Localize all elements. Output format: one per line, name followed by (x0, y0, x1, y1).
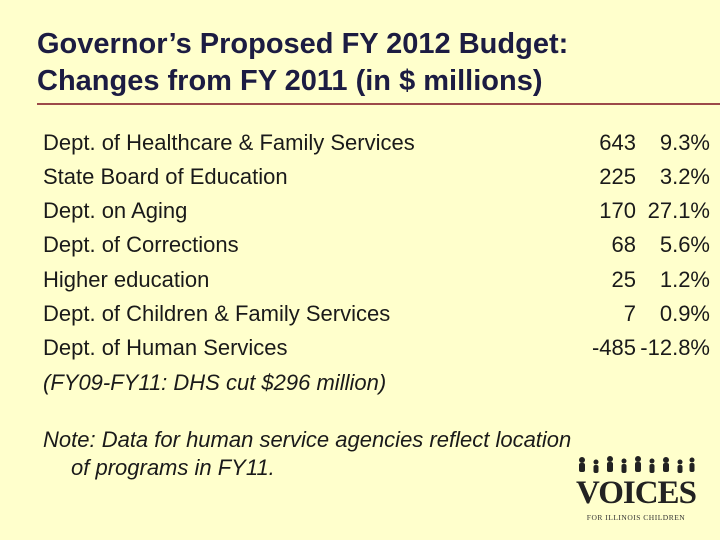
footnote-text: (FY09-FY11: DHS cut $296 million) (43, 370, 387, 395)
change-percent: 27.1% (647, 198, 710, 223)
change-percent: 1.2% (659, 267, 710, 292)
note-line-2: of programs in FY11. (71, 455, 275, 480)
change-amount: 7 (623, 301, 636, 326)
change-amount: 25 (611, 267, 636, 292)
change-percent: 9.3% (659, 130, 710, 155)
title-divider (37, 103, 720, 105)
title-line-2: Changes from FY 2011 (in $ millions) (37, 65, 543, 97)
change-amount: 643 (599, 130, 636, 155)
change-percent: -12.8% (640, 335, 710, 360)
note-line-1: Note: Data for human service agencies re… (43, 427, 572, 452)
change-amount: 68 (611, 232, 636, 257)
title-line-1: Governor’s Proposed FY 2012 Budget: (37, 28, 569, 60)
department-name: Dept. of Children & Family Services (43, 301, 391, 326)
table-row: Dept. on Aging 170 27.1% (43, 194, 713, 228)
voices-logo: VOICES FOR ILLINOIS CHILDREN (572, 455, 700, 527)
department-name: Dept. on Aging (43, 198, 188, 223)
change-amount: 225 (599, 164, 636, 189)
department-name: Dept. of Corrections (43, 232, 239, 257)
department-name: Higher education (43, 267, 210, 292)
department-name: Dept. of Human Services (43, 335, 288, 360)
table-row: Dept. of Children & Family Services 7 0.… (43, 297, 713, 331)
change-amount: 170 (599, 198, 636, 223)
table-row: Dept. of Healthcare & Family Services 64… (43, 126, 713, 160)
table-row: State Board of Education 225 3.2% (43, 160, 713, 194)
footnote-row: (FY09-FY11: DHS cut $296 million) (43, 366, 713, 400)
logo-wordmark: VOICES (576, 475, 697, 511)
department-name: State Board of Education (43, 164, 288, 189)
change-amount: -485 (591, 335, 636, 360)
slide-title: Governor’s Proposed FY 2012 Budget: Chan… (37, 26, 697, 100)
table-row: Dept. of Human Services -485 -12.8% (43, 331, 713, 365)
change-percent: 3.2% (659, 164, 710, 189)
table-row: Higher education 25 1.2% (43, 263, 713, 297)
change-percent: 0.9% (659, 301, 710, 326)
children-figures-icon (579, 456, 695, 473)
department-name: Dept. of Healthcare & Family Services (43, 130, 415, 155)
table-row: Dept. of Corrections 68 5.6% (43, 228, 713, 262)
logo-tagline: FOR ILLINOIS CHILDREN (586, 513, 686, 522)
change-percent: 5.6% (659, 232, 710, 257)
note: Note: Data for human service agencies re… (43, 426, 683, 482)
